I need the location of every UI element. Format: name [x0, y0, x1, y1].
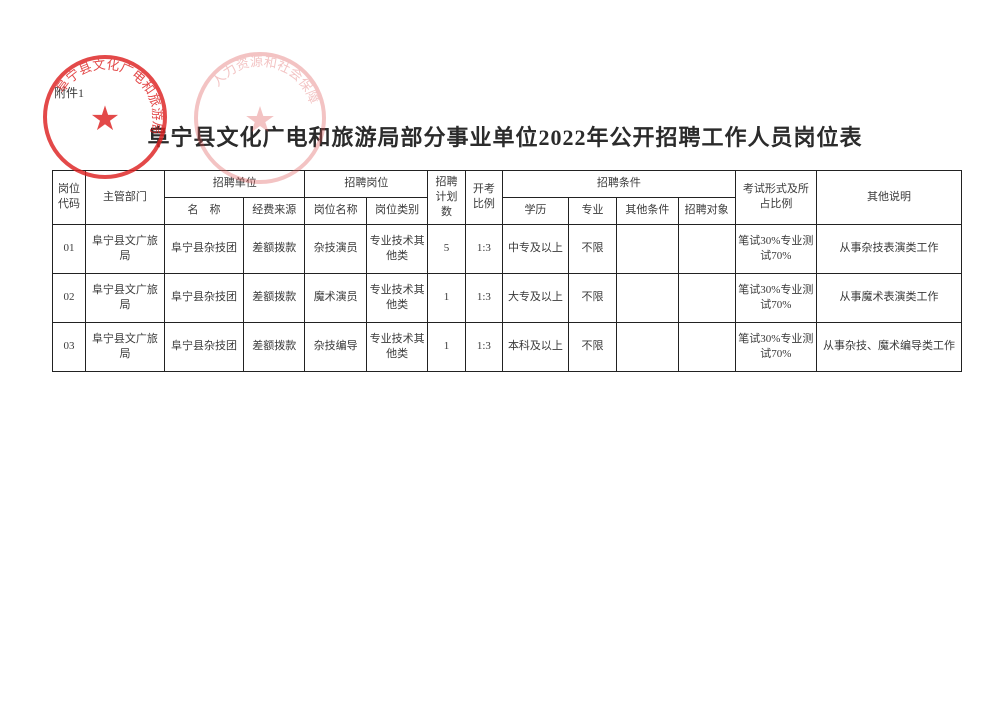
- th-unit-name: 名 称: [164, 197, 243, 224]
- cell-ratio: 1:3: [465, 273, 502, 322]
- th-dept: 主管部门: [85, 171, 164, 225]
- cell-edu: 中专及以上: [503, 224, 569, 273]
- cell-position_cat: 专业技术其他类: [366, 322, 427, 371]
- cell-exam: 笔试30%专业测试70%: [735, 322, 816, 371]
- cell-position_cat: 专业技术其他类: [366, 224, 427, 273]
- th-ratio: 开考比例: [465, 171, 502, 225]
- th-cond-major: 专业: [568, 197, 616, 224]
- cell-position_name: 杂技演员: [305, 224, 366, 273]
- seal-2-text: 人力资源和社会保障: [209, 54, 322, 106]
- cell-position_cat: 专业技术其他类: [366, 273, 427, 322]
- cell-position_name: 魔术演员: [305, 273, 366, 322]
- cell-ratio: 1:3: [465, 224, 502, 273]
- th-unit-group: 招聘单位: [164, 171, 305, 198]
- cell-other: [617, 273, 678, 322]
- cell-unit_fund: 差额拨款: [243, 224, 304, 273]
- cell-edu: 大专及以上: [503, 273, 569, 322]
- svg-text:人力资源和社会保障: 人力资源和社会保障: [209, 54, 322, 106]
- cell-edu: 本科及以上: [503, 322, 569, 371]
- cell-target: [678, 273, 735, 322]
- th-plan: 招聘计划数: [428, 171, 465, 225]
- table-body: 01阜宁县文广旅局阜宁县杂技团差额拨款杂技演员专业技术其他类51:3中专及以上不…: [53, 224, 962, 371]
- cell-dept: 阜宁县文广旅局: [85, 273, 164, 322]
- th-cond-edu: 学历: [503, 197, 569, 224]
- cell-unit_fund: 差额拨款: [243, 322, 304, 371]
- th-position-name: 岗位名称: [305, 197, 366, 224]
- cell-other: [617, 322, 678, 371]
- cell-other: [617, 224, 678, 273]
- table-row: 03阜宁县文广旅局阜宁县杂技团差额拨款杂技编导专业技术其他类11:3本科及以上不…: [53, 322, 962, 371]
- cell-exam: 笔试30%专业测试70%: [735, 224, 816, 273]
- official-seal-1: 阜宁县文化广电和旅游局 ★: [40, 52, 170, 182]
- th-remark: 其他说明: [816, 171, 961, 225]
- cell-plan: 1: [428, 322, 465, 371]
- cell-exam: 笔试30%专业测试70%: [735, 273, 816, 322]
- cell-major: 不限: [568, 273, 616, 322]
- cell-ratio: 1:3: [465, 322, 502, 371]
- cell-dept: 阜宁县文广旅局: [85, 224, 164, 273]
- page: 附件1 阜宁县文化广电和旅游局 ★ 人力资源和社会保障 ★ 阜宁县文化广电和旅游…: [0, 0, 1000, 704]
- attachment-label: 附件1: [54, 84, 84, 101]
- th-position-cat: 岗位类别: [366, 197, 427, 224]
- cell-unit_name: 阜宁县杂技团: [164, 224, 243, 273]
- cell-code: 01: [53, 224, 86, 273]
- th-cond-target: 招聘对象: [678, 197, 735, 224]
- table-row: 01阜宁县文广旅局阜宁县杂技团差额拨款杂技演员专业技术其他类51:3中专及以上不…: [53, 224, 962, 273]
- cell-unit_fund: 差额拨款: [243, 273, 304, 322]
- official-seal-2: 人力资源和社会保障 ★: [190, 48, 330, 188]
- page-title: 阜宁县文化广电和旅游局部分事业单位2022年公开招聘工作人员岗位表: [50, 120, 960, 152]
- th-code: 岗位代码: [53, 171, 86, 225]
- cell-plan: 1: [428, 273, 465, 322]
- cell-position_name: 杂技编导: [305, 322, 366, 371]
- cell-unit_name: 阜宁县杂技团: [164, 273, 243, 322]
- cell-plan: 5: [428, 224, 465, 273]
- th-exam: 考试形式及所占比例: [735, 171, 816, 225]
- th-cond-other: 其他条件: [617, 197, 678, 224]
- table-row: 02阜宁县文广旅局阜宁县杂技团差额拨款魔术演员专业技术其他类11:3大专及以上不…: [53, 273, 962, 322]
- cell-target: [678, 224, 735, 273]
- job-table: 岗位代码 主管部门 招聘单位 招聘岗位 招聘计划数 开考比例 招聘条件 考试形式…: [52, 170, 962, 372]
- cell-dept: 阜宁县文广旅局: [85, 322, 164, 371]
- cell-major: 不限: [568, 224, 616, 273]
- cell-unit_name: 阜宁县杂技团: [164, 322, 243, 371]
- cell-code: 02: [53, 273, 86, 322]
- cell-code: 03: [53, 322, 86, 371]
- cell-major: 不限: [568, 322, 616, 371]
- cell-remark: 从事杂技表演类工作: [816, 224, 961, 273]
- cell-remark: 从事杂技、魔术编导类工作: [816, 322, 961, 371]
- th-cond-group: 招聘条件: [503, 171, 736, 198]
- th-position-group: 招聘岗位: [305, 171, 428, 198]
- th-unit-fund: 经费来源: [243, 197, 304, 224]
- table-head: 岗位代码 主管部门 招聘单位 招聘岗位 招聘计划数 开考比例 招聘条件 考试形式…: [53, 171, 962, 225]
- cell-target: [678, 322, 735, 371]
- cell-remark: 从事魔术表演类工作: [816, 273, 961, 322]
